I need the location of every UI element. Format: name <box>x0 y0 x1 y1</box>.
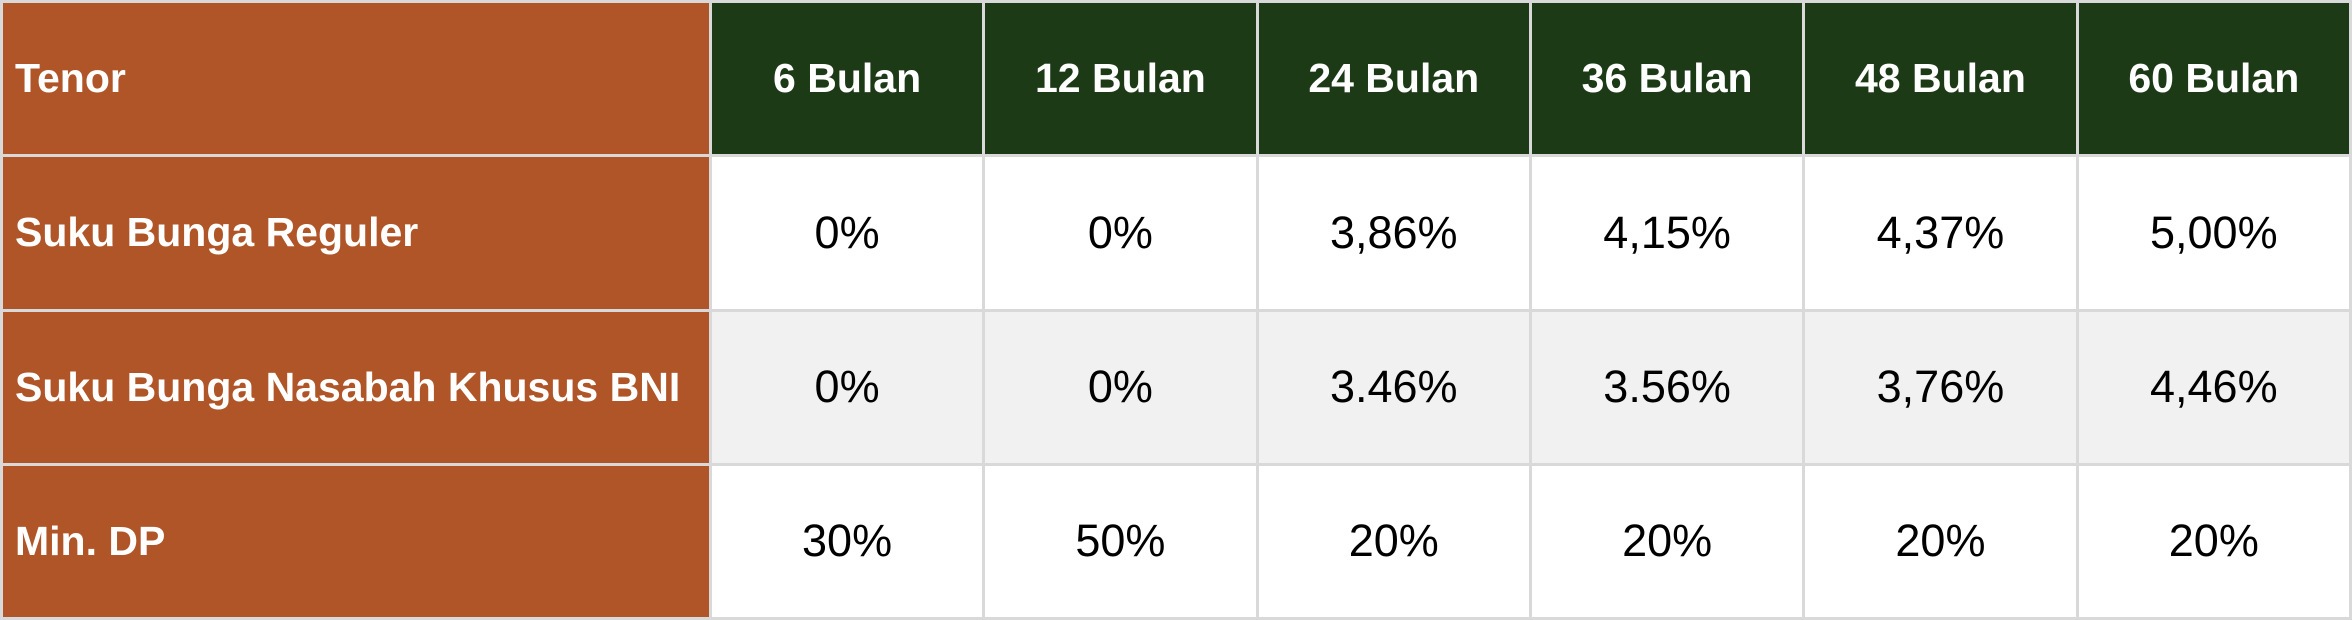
column-header-24-bulan: 24 Bulan <box>1258 3 1529 155</box>
value-cell: 30% <box>711 465 983 617</box>
row-label-suku-bunga-nasabah-khusus-bni: Suku Bunga Nasabah Khusus BNI <box>3 311 709 463</box>
value-cell: 5,00% <box>2078 157 2349 309</box>
column-header-60-bulan: 60 Bulan <box>2078 3 2349 155</box>
table-row-suku-bunga-nasabah-khusus-bni: Suku Bunga Nasabah Khusus BNI 0% 0% 3.46… <box>3 311 2349 463</box>
value-cell: 0% <box>985 311 1256 463</box>
value-cell: 4,46% <box>2078 311 2349 463</box>
header-row: Tenor 6 Bulan 12 Bulan 24 Bulan 36 Bulan… <box>3 3 2349 155</box>
column-header-36-bulan: 36 Bulan <box>1531 3 1803 155</box>
column-header-48-bulan: 48 Bulan <box>1805 3 2076 155</box>
column-header-12-bulan: 12 Bulan <box>985 3 1256 155</box>
corner-header-tenor: Tenor <box>3 3 709 155</box>
value-cell: 0% <box>985 157 1256 309</box>
value-cell: 3.46% <box>1258 311 1529 463</box>
value-cell: 20% <box>1258 465 1529 617</box>
value-cell: 0% <box>711 157 983 309</box>
value-cell: 20% <box>1531 465 1803 617</box>
value-cell: 0% <box>711 311 983 463</box>
value-cell: 4,37% <box>1805 157 2076 309</box>
table-row-min-dp: Min. DP 30% 50% 20% 20% 20% 20% <box>3 465 2349 617</box>
value-cell: 4,15% <box>1531 157 1803 309</box>
value-cell: 3.56% <box>1531 311 1803 463</box>
value-cell: 3,86% <box>1258 157 1529 309</box>
table-row-suku-bunga-reguler: Suku Bunga Reguler 0% 0% 3,86% 4,15% 4,3… <box>3 157 2349 309</box>
value-cell: 3,76% <box>1805 311 2076 463</box>
value-cell: 20% <box>1805 465 2076 617</box>
value-cell: 50% <box>985 465 1256 617</box>
value-cell: 20% <box>2078 465 2349 617</box>
row-label-min-dp: Min. DP <box>3 465 709 617</box>
row-label-suku-bunga-reguler: Suku Bunga Reguler <box>3 157 709 309</box>
column-header-6-bulan: 6 Bulan <box>711 3 983 155</box>
